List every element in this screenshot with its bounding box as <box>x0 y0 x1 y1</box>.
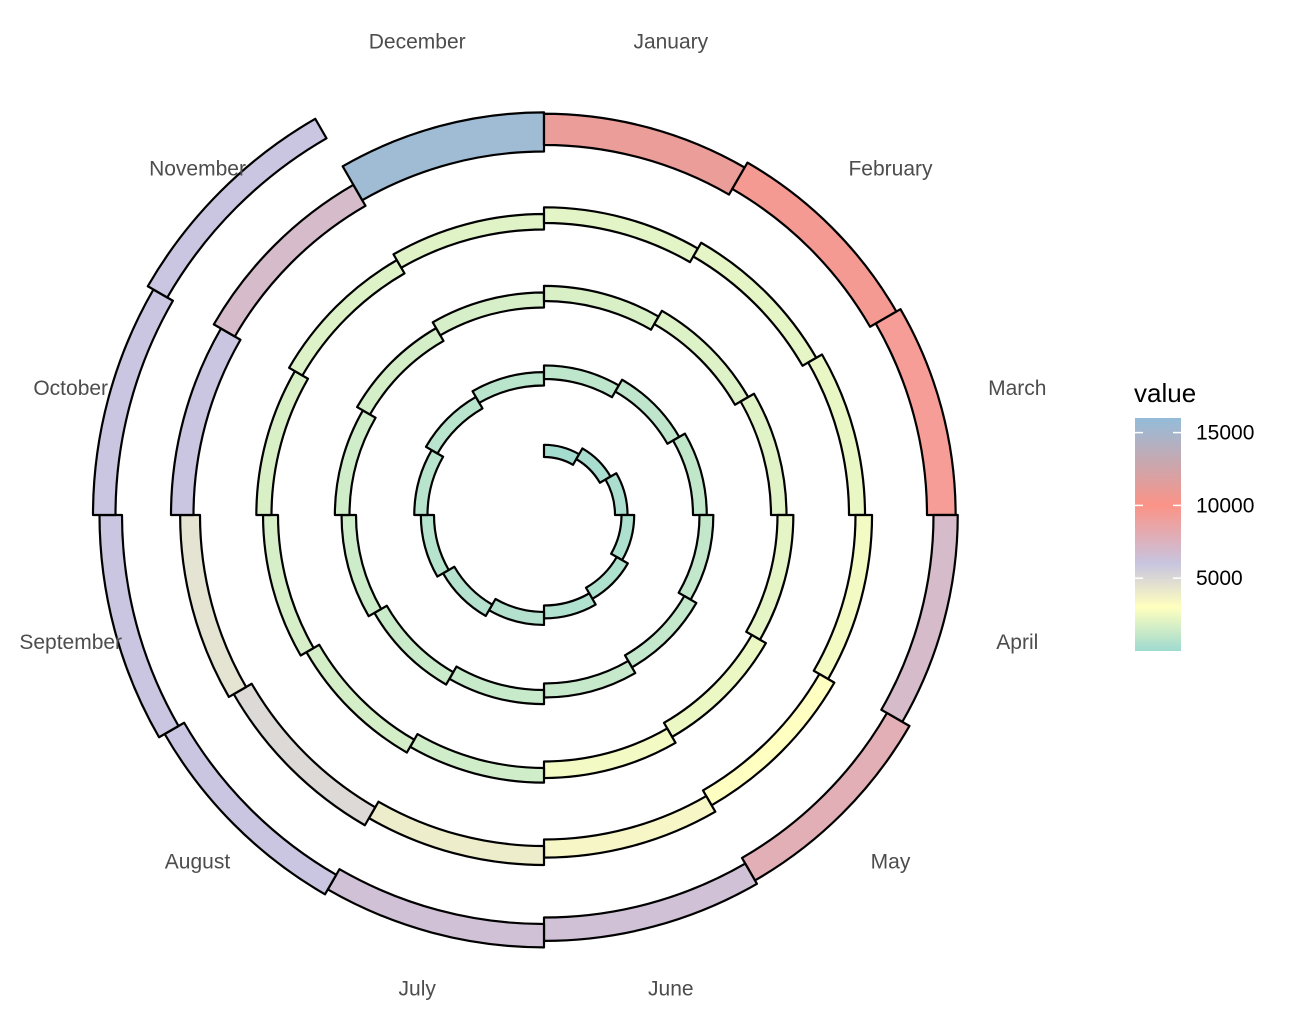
spiral-segment-february-turn-1 <box>575 447 612 484</box>
spiral-segment-september-turn-2 <box>340 513 383 618</box>
spiral-segment-december-turn-2 <box>431 291 546 337</box>
spiral-segment-april-turn-1 <box>610 513 636 562</box>
spiral-segment-january-turn-4 <box>542 206 699 264</box>
spiral-segment-june-turn-3 <box>542 727 677 780</box>
spiral-segment-july-turn-1 <box>487 597 546 627</box>
spiral-segment-april-turn-5 <box>880 513 959 723</box>
spiral-segment-april-turn-2 <box>677 513 715 601</box>
spiral-segment-july-turn-2 <box>448 665 546 706</box>
spiral-segment-april-turn-4 <box>812 513 874 681</box>
spiral-segment-december-turn-4 <box>341 111 546 202</box>
spiral-segment-october-turn-1 <box>413 449 445 517</box>
spiral-segment-december-turn-3 <box>392 212 546 269</box>
spiral-segment-february-turn-3 <box>653 309 750 406</box>
month-label-june: June <box>648 977 694 1000</box>
spiral-segment-june-turn-2 <box>542 659 637 699</box>
spiral-segment-september-turn-1 <box>419 513 450 578</box>
spiral-segment-july-turn-3 <box>409 733 546 784</box>
legend-ticks: 5000 10000 15000 <box>1135 422 1254 590</box>
spiral-segments <box>91 111 959 949</box>
month-label-july: July <box>399 977 437 1000</box>
month-label-august: August <box>165 851 231 874</box>
spiral-segment-november-turn-2 <box>356 327 445 416</box>
legend-title: value <box>1134 378 1196 408</box>
month-label-january: January <box>633 31 708 54</box>
spiral-segment-september-turn-3 <box>261 513 315 657</box>
spiral-segment-april-turn-3 <box>745 513 795 641</box>
spiral-segment-november-turn-3 <box>288 259 406 377</box>
month-label-november: November <box>149 158 246 181</box>
spiral-segment-november-turn-5 <box>146 117 328 299</box>
legend: value 5000 10000 15000 <box>1134 378 1254 651</box>
spiral-segment-august-turn-1 <box>441 565 494 618</box>
month-label-april: April <box>996 631 1038 654</box>
month-label-march: March <box>988 377 1046 400</box>
spiral-segment-may-turn-2 <box>623 594 698 669</box>
spiral-segment-march-turn-5 <box>874 308 957 517</box>
spiral-segment-september-turn-4 <box>179 513 248 699</box>
spiral-segment-july-turn-5 <box>326 868 546 949</box>
month-label-december: December <box>369 31 466 54</box>
spiral-segment-june-turn-1 <box>542 592 597 620</box>
spiral-segment-february-turn-4 <box>692 241 818 367</box>
spiral-segment-september-turn-5 <box>98 513 180 739</box>
spiral-segment-march-turn-1 <box>604 472 629 517</box>
legend-tick-label: 5000 <box>1196 567 1243 590</box>
spiral-segment-december-turn-1 <box>471 371 546 404</box>
spiral-segment-may-turn-1 <box>584 555 629 600</box>
spiral-segment-october-turn-4 <box>169 327 242 517</box>
spiral-segment-january-turn-2 <box>542 364 620 399</box>
spiral-segment-february-turn-2 <box>614 378 681 445</box>
spiral-segment-march-turn-3 <box>739 392 788 517</box>
month-label-may: May <box>871 851 911 874</box>
spiral-segment-june-turn-4 <box>542 794 717 859</box>
legend-colorbar <box>1135 418 1181 651</box>
spiral-segment-march-turn-2 <box>671 432 708 517</box>
spiral-segment-october-turn-5 <box>91 288 175 517</box>
legend-tick-label: 15000 <box>1196 422 1254 445</box>
month-label-october: October <box>33 377 108 400</box>
spiral-segment-january-turn-1 <box>542 443 581 466</box>
spiral-segment-november-turn-1 <box>424 395 484 455</box>
month-label-september: September <box>19 631 122 654</box>
spiral-segment-may-turn-3 <box>662 633 767 738</box>
legend-tick-label: 10000 <box>1196 494 1254 517</box>
spiral-segment-march-turn-4 <box>807 353 867 517</box>
spiral-segment-january-turn-5 <box>542 112 746 196</box>
spiral-segment-august-turn-2 <box>373 604 455 686</box>
spiral-segment-august-turn-3 <box>305 643 416 754</box>
spiral-segment-june-turn-5 <box>542 862 759 942</box>
month-labels: January February March April May June July Augu… <box>19 31 1046 1001</box>
spiral-segment-january-turn-3 <box>542 284 660 331</box>
spiral-segment-october-turn-3 <box>255 370 310 517</box>
spiral-segment-october-turn-2 <box>333 409 377 517</box>
spiral-segment-july-turn-4 <box>367 800 546 867</box>
month-label-february: February <box>848 158 933 181</box>
